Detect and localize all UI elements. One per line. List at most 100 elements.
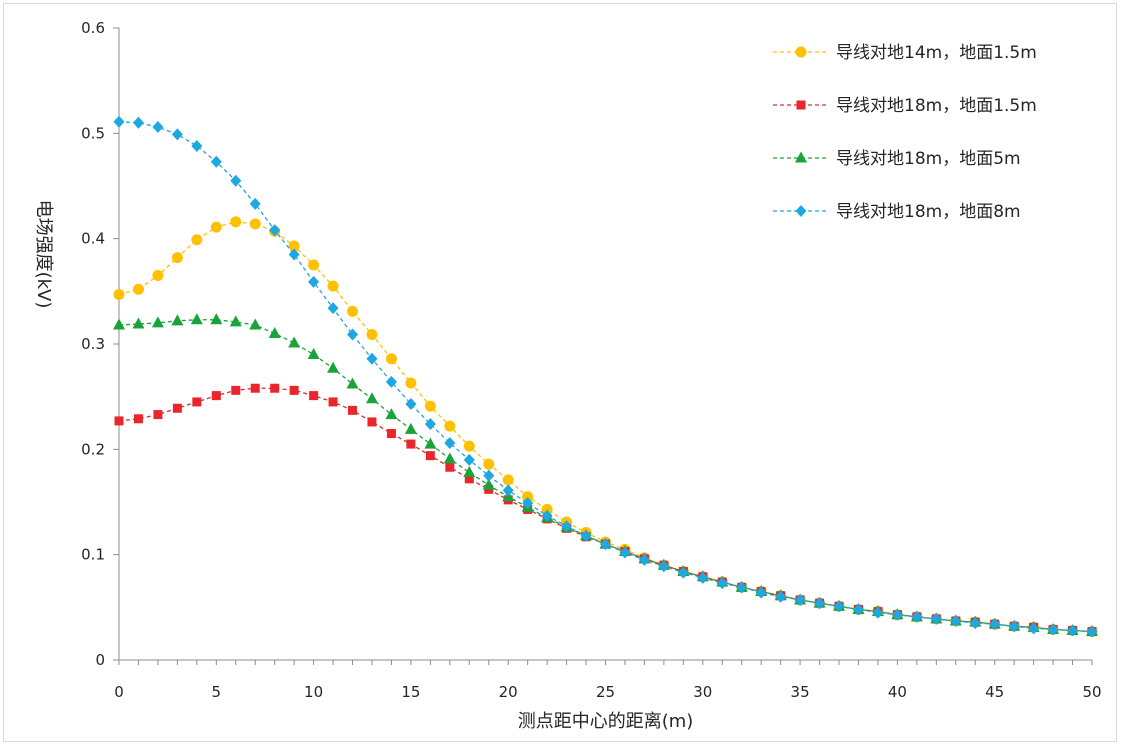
data-point [775, 590, 787, 603]
y-tick-label: 0 [95, 651, 105, 669]
x-tick-label: 5 [212, 683, 222, 701]
data-point [463, 453, 475, 466]
data-point [736, 581, 748, 594]
data-point [269, 224, 281, 237]
data-point [444, 420, 456, 432]
legend-item-2: 导线对地18m，地面1.5m [773, 96, 1037, 116]
data-point [288, 248, 300, 261]
data-point [249, 197, 261, 210]
x-axis-title: 测点距中心的距离(m) [518, 711, 694, 732]
legend-marker [796, 100, 806, 110]
data-point [600, 538, 611, 551]
data-point [151, 316, 164, 328]
data-point [288, 240, 300, 252]
x-tick-label: 45 [985, 683, 1004, 701]
data-point [638, 553, 650, 566]
data-point [1008, 620, 1020, 633]
data-point [1067, 624, 1079, 637]
data-point [191, 139, 203, 152]
data-point [833, 600, 845, 613]
data-point [171, 128, 183, 141]
x-tick-label: 10 [304, 683, 323, 701]
data-point [190, 313, 203, 325]
data-point [406, 439, 416, 449]
legend-label: 导线对地14m，地面1.5m [836, 43, 1037, 63]
data-point [424, 400, 436, 412]
legend-label: 导线对地18m，地面1.5m [836, 96, 1037, 116]
data-point [249, 318, 262, 330]
data-point [365, 392, 378, 404]
series-layer [113, 115, 1098, 638]
data-point [172, 403, 182, 413]
data-point [327, 302, 339, 315]
data-point [153, 410, 163, 420]
data-point [502, 474, 514, 486]
x-tick-label: 15 [401, 683, 420, 701]
data-point [113, 318, 125, 330]
data-point [270, 383, 280, 393]
data-point [658, 560, 670, 573]
data-point [482, 478, 495, 490]
data-point [308, 275, 320, 288]
data-point [1047, 623, 1059, 636]
data-point [541, 503, 553, 515]
data-point [132, 283, 144, 295]
data-point [347, 328, 359, 341]
data-point [348, 405, 358, 415]
data-point [445, 462, 455, 472]
data-point [852, 603, 864, 616]
x-tick-label: 50 [1082, 683, 1101, 701]
data-point [483, 469, 495, 482]
x-tick-label: 25 [596, 683, 615, 701]
series-line [118, 387, 1093, 633]
data-point [580, 529, 592, 542]
data-point [385, 375, 397, 388]
data-point [425, 451, 435, 461]
data-point [132, 116, 144, 129]
data-point [444, 437, 456, 450]
data-point [309, 391, 319, 401]
data-point [171, 252, 183, 264]
data-point [231, 385, 241, 395]
data-point [677, 566, 689, 579]
data-point [386, 429, 396, 439]
data-point [327, 280, 339, 292]
data-point [424, 418, 436, 431]
data-point [716, 577, 728, 590]
series-3 [113, 313, 1098, 637]
data-point [502, 484, 514, 497]
legend-item-1: 导线对地14m，地面1.5m [773, 43, 1037, 63]
data-point [404, 422, 417, 434]
series-2 [114, 383, 1097, 637]
data-point [289, 385, 299, 395]
data-point [464, 474, 474, 484]
data-point [230, 216, 242, 228]
data-point [794, 593, 806, 606]
y-tick-label: 0.1 [81, 546, 105, 564]
legend: 导线对地14m，地面1.5m 导线对地18m，地面1.5m 导线对地18m，地面5m… [773, 43, 1037, 222]
data-point [930, 612, 942, 625]
data-point [133, 414, 143, 424]
data-point [872, 606, 884, 619]
data-point [308, 259, 320, 271]
legend-item-4: 导线对地18m，地面8m [773, 202, 1021, 222]
x-tick-label: 35 [791, 683, 810, 701]
data-point [522, 491, 534, 503]
y-axis-title: 电场强度(kV) [33, 200, 54, 309]
data-point [483, 458, 495, 470]
series-line [118, 221, 1093, 633]
x-tick-label: 40 [888, 683, 907, 701]
legend-item-3: 导线对地18m，地面5m [773, 149, 1021, 169]
data-point [191, 234, 203, 246]
data-point [385, 408, 398, 420]
data-point [405, 377, 417, 389]
data-point [950, 615, 962, 628]
series-line [118, 319, 1093, 633]
data-point [113, 115, 125, 128]
y-tick-label: 0.2 [81, 440, 105, 458]
legend-marker [795, 151, 807, 163]
data-point [346, 377, 359, 389]
y-axis-ticks: 0 0.1 0.2 0.3 0.4 0.5 0.6 [81, 19, 119, 669]
data-point [307, 348, 320, 360]
data-point [385, 353, 397, 365]
